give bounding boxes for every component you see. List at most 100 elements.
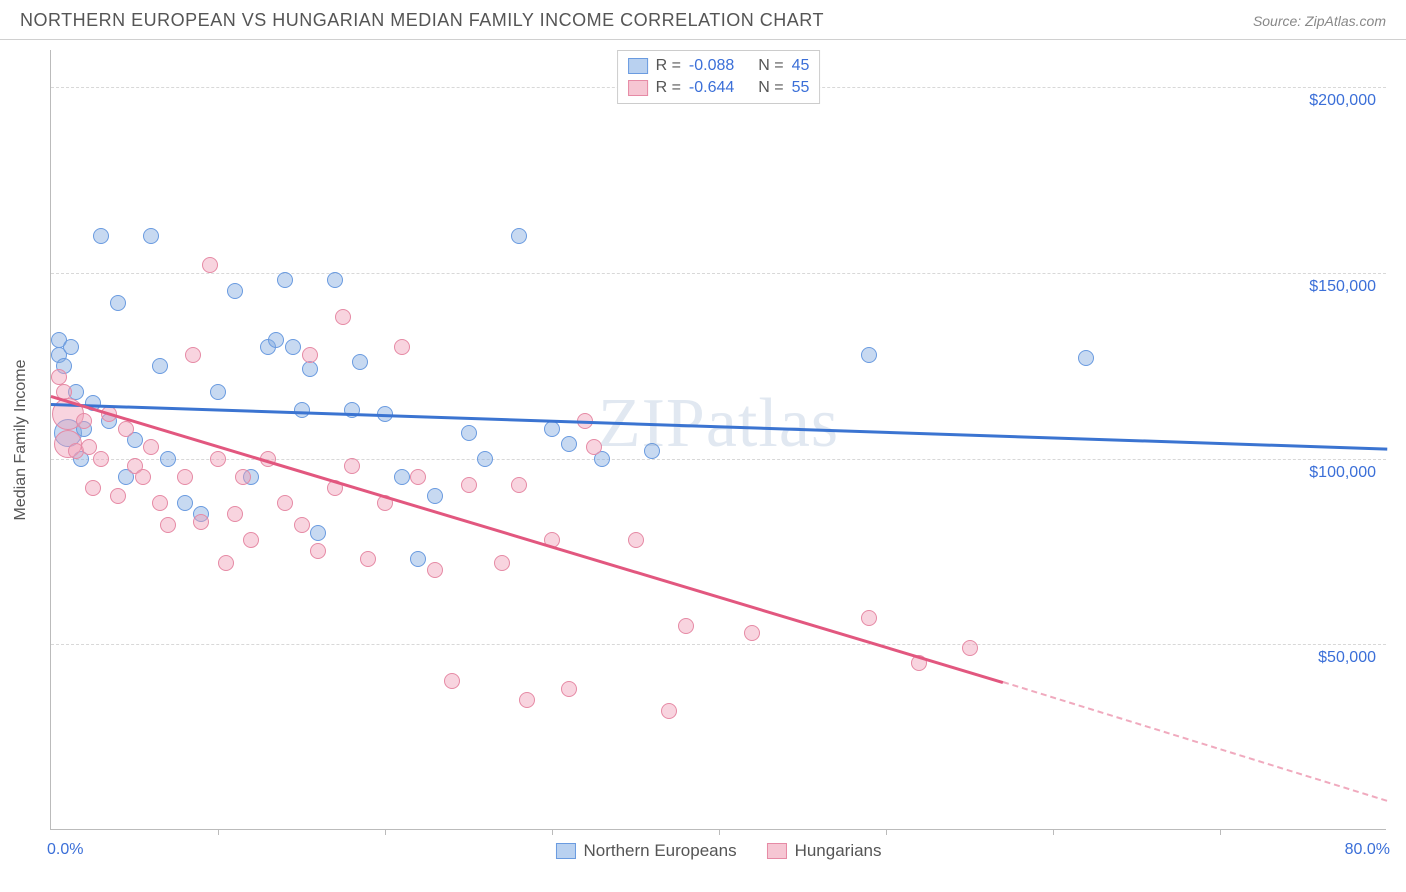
data-point	[410, 469, 426, 485]
data-point	[202, 257, 218, 273]
data-point	[302, 347, 318, 363]
x-axis-min-label: 0.0%	[47, 841, 83, 859]
y-tick-label: $200,000	[1309, 92, 1376, 110]
data-point	[644, 443, 660, 459]
legend-r-label: R =	[656, 57, 681, 75]
data-point	[394, 339, 410, 355]
data-point	[744, 625, 760, 641]
legend-n-label: N =	[758, 57, 783, 75]
data-point	[461, 425, 477, 441]
source-attribution: Source: ZipAtlas.com	[1253, 13, 1386, 29]
legend-item: Northern Europeans	[555, 841, 736, 861]
data-point	[193, 514, 209, 530]
data-point	[586, 439, 602, 455]
data-point	[110, 488, 126, 504]
x-tick	[886, 829, 887, 835]
data-point	[118, 421, 134, 437]
data-point	[160, 517, 176, 533]
data-point	[143, 439, 159, 455]
data-point	[327, 272, 343, 288]
data-point	[177, 495, 193, 511]
x-tick	[719, 829, 720, 835]
data-point	[277, 495, 293, 511]
y-tick-label: $50,000	[1318, 649, 1376, 667]
data-point	[494, 555, 510, 571]
data-point	[285, 339, 301, 355]
plot-area: Median Family Income ZIPatlas R =-0.088N…	[50, 50, 1386, 830]
legend-n-value: 45	[792, 57, 810, 75]
data-point	[51, 369, 67, 385]
legend-swatch	[628, 58, 648, 74]
data-point	[1078, 350, 1094, 366]
legend-n-value: 55	[792, 79, 810, 97]
y-axis-title: Median Family Income	[12, 359, 30, 520]
data-point	[628, 532, 644, 548]
data-point	[962, 640, 978, 656]
legend-r-value: -0.088	[689, 57, 734, 75]
data-point	[511, 477, 527, 493]
y-gridline	[51, 273, 1386, 274]
data-point	[519, 692, 535, 708]
legend-n-label: N =	[758, 79, 783, 97]
trend-line-dashed	[1003, 681, 1388, 802]
data-point	[310, 525, 326, 541]
data-point	[861, 610, 877, 626]
legend-row: R = -0.088 N = 45	[628, 55, 810, 77]
data-point	[268, 332, 284, 348]
legend-swatch	[767, 843, 787, 859]
data-point	[544, 421, 560, 437]
trend-line	[51, 403, 1387, 450]
legend-r-label: R =	[656, 79, 681, 97]
legend-swatch	[555, 843, 575, 859]
legend-swatch	[628, 80, 648, 96]
data-point	[160, 451, 176, 467]
data-point	[143, 228, 159, 244]
data-point	[218, 555, 234, 571]
y-tick-label: $150,000	[1309, 278, 1376, 296]
data-point	[344, 458, 360, 474]
correlation-legend: R = -0.088 N = 45 R = -0.644 N = 55	[617, 50, 821, 104]
data-point	[861, 347, 877, 363]
x-axis-max-label: 80.0%	[1345, 841, 1390, 859]
data-point	[63, 339, 79, 355]
data-point	[410, 551, 426, 567]
data-point	[152, 358, 168, 374]
legend-label: Northern Europeans	[583, 841, 736, 861]
trend-line	[51, 395, 1004, 683]
data-point	[352, 354, 368, 370]
data-point	[135, 469, 151, 485]
data-point	[210, 384, 226, 400]
data-point	[277, 272, 293, 288]
y-tick-label: $100,000	[1309, 464, 1376, 482]
chart-body: Median Family Income ZIPatlas R =-0.088N…	[0, 40, 1406, 882]
legend-row: R = -0.644 N = 55	[628, 77, 810, 99]
x-tick	[218, 829, 219, 835]
data-point	[360, 551, 376, 567]
data-point	[235, 469, 251, 485]
data-point	[511, 228, 527, 244]
x-tick	[1220, 829, 1221, 835]
data-point	[177, 469, 193, 485]
data-point	[110, 295, 126, 311]
data-point	[678, 618, 694, 634]
data-point	[85, 480, 101, 496]
data-point	[294, 517, 310, 533]
data-point	[427, 562, 443, 578]
data-point	[227, 506, 243, 522]
legend-r-value: -0.644	[689, 79, 734, 97]
chart-container: NORTHERN EUROPEAN VS HUNGARIAN MEDIAN FA…	[0, 0, 1406, 892]
data-point	[661, 703, 677, 719]
y-gridline	[51, 644, 1386, 645]
data-point	[477, 451, 493, 467]
y-gridline	[51, 459, 1386, 460]
x-tick	[552, 829, 553, 835]
data-point	[76, 413, 92, 429]
data-point	[310, 543, 326, 559]
data-point	[185, 347, 201, 363]
data-point	[344, 402, 360, 418]
data-point	[210, 451, 226, 467]
data-point	[243, 532, 259, 548]
data-point	[227, 283, 243, 299]
x-tick	[1053, 829, 1054, 835]
data-point	[561, 681, 577, 697]
